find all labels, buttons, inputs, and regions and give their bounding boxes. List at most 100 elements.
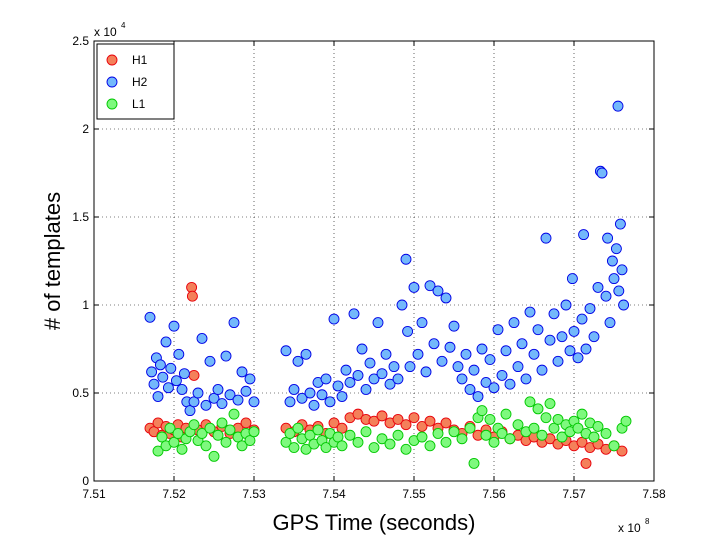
point-l1 <box>236 440 248 452</box>
point-h2 <box>144 311 156 323</box>
point-h2 <box>372 317 384 329</box>
point-h2 <box>548 308 560 320</box>
point-h2 <box>472 391 484 402</box>
point-l1 <box>620 415 632 427</box>
point-h2 <box>304 387 316 399</box>
y-axis-title: # of templates <box>40 192 65 330</box>
point-h2 <box>400 253 412 265</box>
point-h2 <box>392 373 404 385</box>
point-h2 <box>464 384 476 395</box>
point-h1 <box>352 408 364 420</box>
data-points <box>144 100 632 469</box>
y-tick-label: 0 <box>82 474 89 488</box>
x-tick-label: 7.56 <box>482 487 506 501</box>
point-l1 <box>280 436 292 448</box>
point-h2 <box>224 389 236 401</box>
point-h2 <box>452 361 464 373</box>
point-h2 <box>488 382 500 394</box>
point-l1 <box>416 431 428 443</box>
point-h2 <box>376 368 388 380</box>
point-l1 <box>552 413 564 425</box>
point-h2 <box>484 354 496 366</box>
point-l1 <box>588 431 600 443</box>
x-tick-label: 7.58 <box>642 487 666 501</box>
point-h2 <box>500 345 512 357</box>
point-h2 <box>204 355 216 367</box>
point-l1 <box>524 396 536 408</box>
point-h1 <box>376 410 388 422</box>
x-multiplier-label: x 10 <box>618 521 641 535</box>
point-h2 <box>236 366 248 378</box>
point-h2 <box>244 373 256 385</box>
point-l1 <box>300 443 312 455</box>
axis-ticks: 7.51 7.52 7.53 7.54 7.55 7.56 7.57 7.58 0 0.5 1 1.5… <box>72 34 666 501</box>
x-tick-label: 7.55 <box>402 487 426 501</box>
point-h2 <box>608 273 620 285</box>
legend-label-l1: L1 <box>132 97 146 111</box>
legend-label-h1: H1 <box>132 53 148 67</box>
point-h2 <box>568 325 580 337</box>
point-h2 <box>336 391 348 402</box>
point-h1 <box>392 413 404 425</box>
point-h2 <box>196 332 208 344</box>
point-h2 <box>476 343 488 355</box>
point-l1 <box>312 424 324 436</box>
point-l1 <box>224 424 236 436</box>
point-h2 <box>368 373 380 385</box>
x-tick-label: 7.54 <box>322 487 346 501</box>
point-l1 <box>548 422 560 434</box>
point-l1 <box>592 420 604 432</box>
point-h2 <box>356 343 368 355</box>
x-multiplier-exponent: 8 <box>645 517 650 526</box>
point-h2 <box>416 317 428 329</box>
point-l1 <box>156 431 168 443</box>
point-h2 <box>200 399 212 411</box>
y-tick-label: 2 <box>82 122 89 136</box>
point-l1 <box>292 422 304 434</box>
point-h2 <box>216 398 228 410</box>
point-h1 <box>336 422 348 434</box>
point-h2 <box>396 299 408 311</box>
y-tick-label: 0.5 <box>72 386 89 400</box>
point-h2 <box>536 364 548 376</box>
point-l1 <box>400 443 412 455</box>
point-h2 <box>320 373 332 385</box>
point-h2 <box>584 303 596 314</box>
gridlines <box>94 41 654 481</box>
point-h2 <box>552 355 564 367</box>
point-h1 <box>368 415 380 427</box>
point-l1 <box>168 436 180 448</box>
point-l1 <box>544 398 556 410</box>
point-l1 <box>200 440 212 452</box>
point-h2 <box>456 373 468 385</box>
point-h2 <box>524 306 536 318</box>
point-h2 <box>412 348 424 360</box>
x-tick-label: 7.53 <box>242 487 266 501</box>
point-l1 <box>468 457 480 469</box>
point-h2 <box>544 334 556 346</box>
point-l1 <box>556 431 568 443</box>
point-l1 <box>432 428 444 439</box>
point-l1 <box>376 433 388 445</box>
point-l1 <box>164 422 176 434</box>
point-h2 <box>296 392 308 404</box>
point-h1 <box>576 436 588 448</box>
legend-marker-h2 <box>106 76 118 88</box>
point-h2 <box>148 378 160 390</box>
point-l1 <box>220 436 232 448</box>
point-l1 <box>352 436 364 448</box>
point-h2 <box>364 357 376 369</box>
x-axis-title: GPS Time (seconds) <box>273 510 476 535</box>
point-h2 <box>240 385 252 397</box>
point-h2 <box>596 167 608 179</box>
point-h2 <box>614 218 626 230</box>
point-h1 <box>580 457 592 469</box>
point-h2 <box>572 352 584 364</box>
point-l1 <box>288 442 300 454</box>
point-l1 <box>216 417 228 429</box>
series-l1 <box>152 396 632 469</box>
legend-marker-h1 <box>106 54 118 66</box>
point-l1 <box>464 422 476 434</box>
point-h2 <box>212 384 224 395</box>
point-l1 <box>244 435 256 446</box>
